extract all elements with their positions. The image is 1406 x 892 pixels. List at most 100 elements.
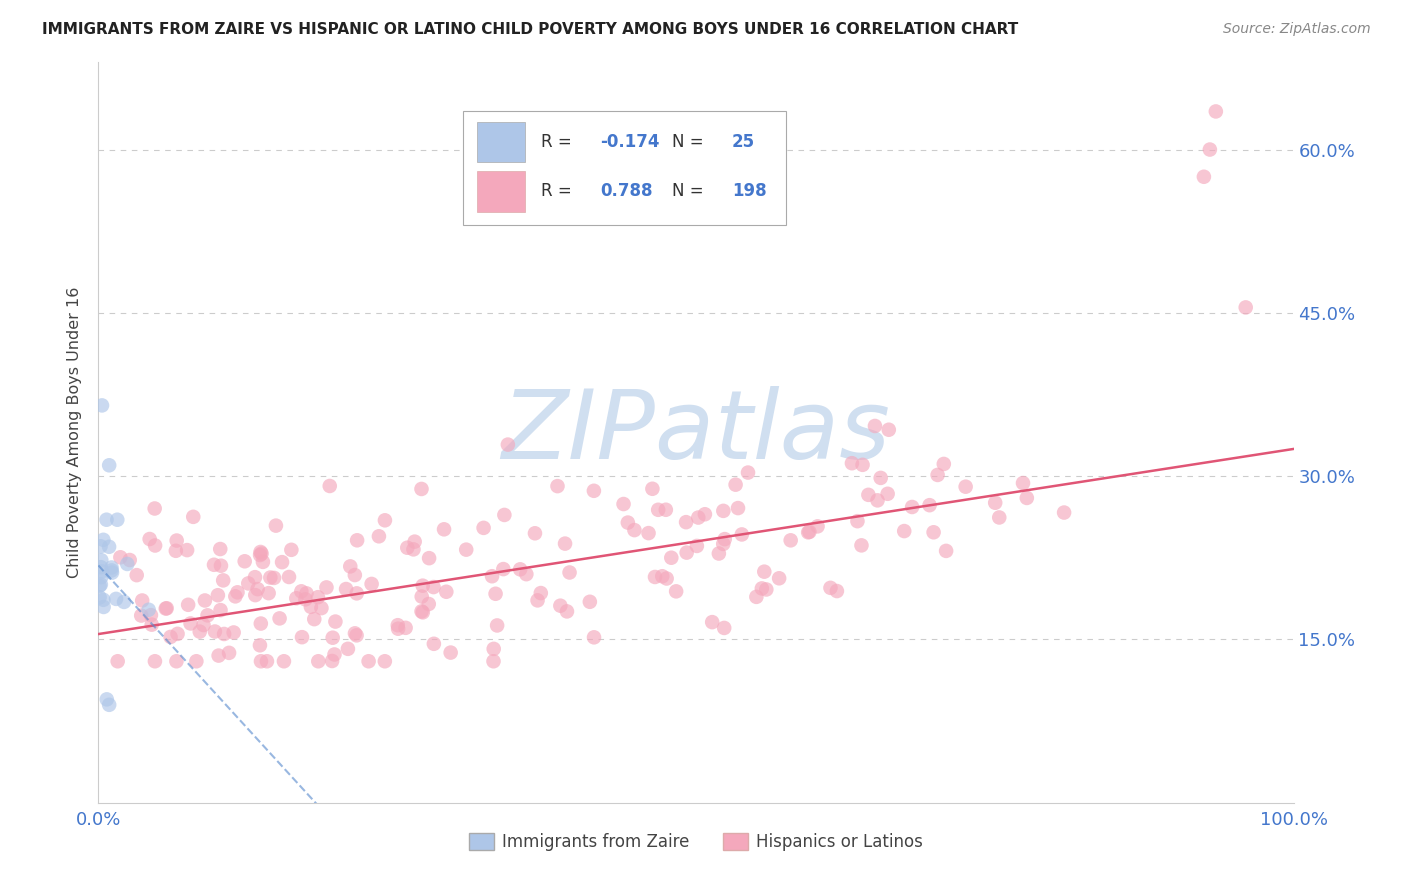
Point (243, 570, 266, 584)
Point (166, 533, 188, 548)
Point (713, 532, 735, 546)
Point (655, 572, 678, 586)
Point (456, 542, 478, 557)
Point (558, 566, 581, 580)
Point (335, 582, 357, 596)
Point (876, 487, 898, 501)
Point (530, 586, 553, 600)
Point (806, 519, 828, 533)
Point (655, 502, 678, 516)
Point (315, 581, 337, 595)
Point (188, 624, 211, 639)
Point (423, 637, 446, 651)
Point (290, 584, 312, 599)
Point (713, 621, 735, 635)
Text: 198: 198 (733, 182, 766, 201)
Point (155, 601, 177, 615)
FancyBboxPatch shape (477, 121, 524, 162)
Point (307, 591, 329, 605)
Point (412, 579, 434, 593)
Point (226, 585, 249, 599)
Point (768, 571, 790, 585)
Point (222, 625, 245, 640)
Point (156, 601, 179, 615)
Point (893, 524, 915, 538)
Point (139, 608, 162, 623)
Text: N =: N = (672, 133, 709, 151)
Text: N =: N = (672, 182, 709, 201)
Point (387, 618, 409, 632)
Point (582, 630, 605, 644)
Point (927, 467, 949, 482)
Point (105, 513, 128, 527)
Legend: Immigrants from Zaire, Hispanics or Latinos: Immigrants from Zaire, Hispanics or Lati… (463, 826, 929, 857)
Point (486, 618, 509, 632)
Point (526, 593, 548, 607)
Point (263, 571, 285, 585)
Point (1192, 169, 1215, 184)
FancyBboxPatch shape (477, 171, 524, 212)
Point (207, 588, 229, 602)
Point (727, 501, 749, 516)
Point (304, 612, 326, 626)
Point (1012, 476, 1035, 491)
Point (138, 603, 160, 617)
Point (138, 532, 160, 546)
Point (846, 514, 869, 528)
Point (851, 458, 873, 472)
Point (707, 547, 730, 561)
Point (396, 541, 419, 555)
Point (1234, 301, 1257, 315)
Point (118, 553, 141, 567)
Point (688, 510, 710, 524)
Point (90, 553, 112, 567)
Point (291, 630, 314, 644)
Point (165, 543, 187, 558)
Point (659, 550, 682, 565)
Point (922, 525, 945, 540)
Point (481, 569, 503, 583)
Point (494, 508, 516, 522)
Point (918, 498, 941, 512)
Point (96, 692, 118, 706)
Point (280, 542, 302, 557)
Point (89, 591, 111, 605)
Point (89, 579, 111, 593)
Point (112, 595, 135, 609)
Point (141, 617, 163, 632)
Point (582, 483, 605, 498)
Point (797, 525, 820, 540)
Point (131, 593, 153, 607)
Point (404, 534, 426, 549)
Point (374, 654, 396, 668)
Point (484, 587, 506, 601)
Point (252, 555, 274, 569)
Point (440, 646, 463, 660)
Point (555, 604, 578, 618)
Point (181, 509, 204, 524)
Point (311, 601, 333, 615)
Text: R =: R = (541, 182, 576, 201)
Point (90, 565, 112, 579)
Text: Source: ZipAtlas.com: Source: ZipAtlas.com (1223, 22, 1371, 37)
Text: ZIPatlas: ZIPatlas (502, 386, 890, 479)
Point (256, 654, 278, 668)
Point (651, 569, 673, 583)
Point (105, 591, 128, 606)
Point (295, 586, 318, 600)
Point (177, 598, 200, 612)
Point (387, 622, 409, 636)
Point (617, 516, 640, 530)
Point (411, 482, 433, 496)
Point (273, 654, 295, 668)
Point (637, 526, 659, 541)
Point (224, 590, 246, 604)
Point (665, 584, 688, 599)
Point (702, 615, 724, 629)
Point (394, 621, 416, 635)
Point (641, 482, 664, 496)
Point (250, 616, 273, 631)
Point (238, 576, 260, 591)
Point (186, 654, 208, 668)
Point (246, 582, 269, 596)
